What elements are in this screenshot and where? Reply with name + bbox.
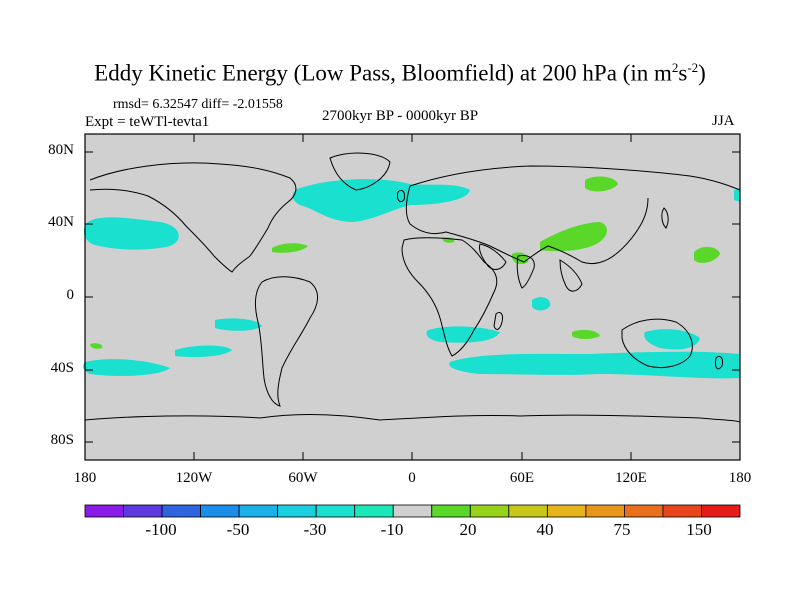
atlantic-patch [272,243,308,253]
eurasia-coast [405,165,741,265]
colorbar-label: 20 [459,520,477,539]
season-label: JJA [712,113,735,129]
experiment-label: Expt = teWTl-tevta1 [85,114,210,130]
colorbar-box [585,504,625,518]
colorbar-box [84,504,124,518]
colorbar [84,504,741,518]
lon-label-60w: 60W [288,470,318,486]
australia-north-patch [572,329,600,339]
new-zealand-coast [715,355,723,370]
map-background [85,134,740,460]
australia-east-patch [644,329,700,350]
lat-label-0: 0 [66,287,75,303]
colorbar-label: -10 [380,520,404,539]
colorbar-box [123,504,163,518]
stats-label: rmsd= 6.32547 diff= -2.01558 [113,97,283,112]
negative-anomaly-regions [83,179,740,379]
colorbar-box [662,504,702,518]
southeast-asia-coast [559,259,583,292]
siberia-patch [585,176,618,192]
lon-label-180w: 180 [73,470,97,486]
arabia-coast [479,243,507,270]
colorbar-box [431,504,471,518]
positive-anomaly-regions [90,176,720,349]
colorbar-box [701,504,741,518]
southern-ocean-band [449,351,740,379]
greenland-coast [329,152,391,191]
south-pacific-small-patch [90,343,103,349]
japan-coast [661,207,669,229]
colorbar-box [508,504,548,518]
north-atlantic-patch [292,179,470,222]
colorbar-label: -50 [226,520,250,539]
colorbar-label: 150 [686,520,712,539]
colorbar-label: 40 [536,520,554,539]
lat-label-80n: 80N [48,142,74,158]
colorbar-box [277,504,317,518]
plot-title: Eddy Kinetic Energy (Low Pass, Bloomfiel… [94,60,706,86]
latitude-ticks [85,151,740,443]
madagascar-coast [493,311,503,330]
colorbar-box [161,504,201,518]
longitude-ticks [193,134,632,460]
africa-coast [401,237,498,357]
lon-label-120w: 120W [175,470,213,486]
north-america-coast [89,162,297,273]
south-pacific-patch [83,359,170,376]
lon-label-180e: 180 [728,470,752,486]
colorbar-box [200,504,240,518]
australia-coast [621,318,693,369]
north-pacific-patch [83,217,179,250]
period-label: 2700kyr BP - 0000kyr BP [322,108,479,124]
colorbar-label: -100 [145,520,177,539]
lat-label-40s: 40S [50,360,74,376]
south-america-coast [254,276,318,407]
british-isles-coast [397,189,405,203]
lon-label-0: 0 [408,470,416,486]
colorbar-box [238,504,279,518]
colorbar-box [469,504,510,518]
indian-ocean-patch [532,297,551,311]
colorbar-label: 75 [613,520,631,539]
antarctica-coast [84,413,741,423]
lon-label-60e: 60E [509,470,535,486]
east-asia-patch [540,222,607,252]
colorbar-box [315,504,356,518]
colorbar-box [624,504,664,518]
colorbar-box [354,504,394,518]
east-pacific-patch [215,318,262,331]
mid-pacific-patch [175,345,232,358]
india-coast [516,255,535,289]
lon-label-120e: 120E [615,470,647,486]
colorbar-box [392,504,433,518]
pacific-northwest-patch [694,246,720,263]
coastlines [84,152,741,423]
colorbar-box [546,504,587,518]
east-pacific-north-patch [734,188,740,202]
colorbar-label: -30 [303,520,327,539]
lat-label-80s: 80S [50,432,74,448]
lat-label-40n: 40N [48,214,74,230]
